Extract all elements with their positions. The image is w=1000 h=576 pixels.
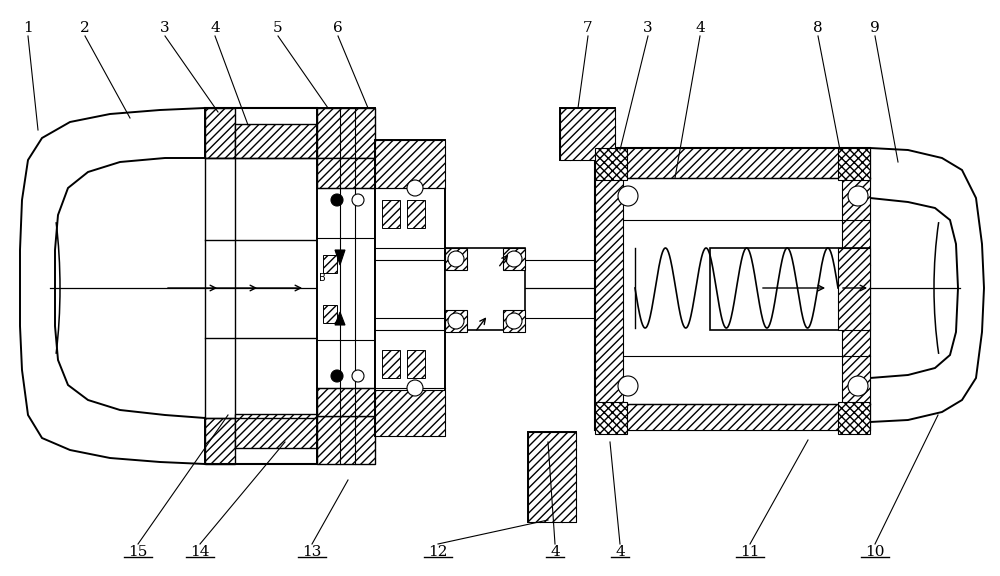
Circle shape bbox=[506, 251, 522, 267]
Bar bbox=[323, 305, 337, 323]
Bar bbox=[317, 108, 375, 464]
Bar bbox=[595, 148, 870, 430]
Text: 4: 4 bbox=[550, 545, 560, 559]
Circle shape bbox=[407, 380, 423, 396]
Bar bbox=[595, 178, 623, 404]
Text: B: B bbox=[319, 273, 325, 283]
Bar bbox=[595, 148, 870, 178]
Polygon shape bbox=[20, 108, 205, 464]
Circle shape bbox=[407, 180, 423, 196]
Text: 14: 14 bbox=[190, 545, 210, 559]
Circle shape bbox=[352, 370, 364, 382]
Bar bbox=[528, 432, 576, 522]
Bar bbox=[323, 255, 337, 273]
Text: 11: 11 bbox=[740, 545, 760, 559]
Bar bbox=[560, 108, 615, 160]
Bar bbox=[235, 414, 317, 448]
Text: 9: 9 bbox=[870, 21, 880, 35]
Text: 4: 4 bbox=[695, 21, 705, 35]
Text: 4: 4 bbox=[210, 21, 220, 35]
Text: 3: 3 bbox=[160, 21, 170, 35]
Bar bbox=[710, 248, 870, 330]
Text: 10: 10 bbox=[865, 545, 885, 559]
Bar bbox=[445, 248, 467, 270]
Bar bbox=[205, 108, 235, 158]
Bar bbox=[375, 140, 445, 188]
Bar bbox=[595, 404, 870, 430]
Circle shape bbox=[848, 186, 868, 206]
Bar bbox=[407, 200, 425, 228]
Bar bbox=[375, 390, 445, 436]
Circle shape bbox=[352, 194, 364, 206]
Bar bbox=[445, 310, 467, 332]
Bar bbox=[317, 108, 375, 158]
Text: 6: 6 bbox=[333, 21, 343, 35]
Bar bbox=[842, 178, 870, 404]
Bar bbox=[375, 140, 445, 436]
Polygon shape bbox=[335, 312, 345, 325]
Polygon shape bbox=[335, 250, 345, 265]
Bar bbox=[503, 248, 525, 270]
Bar bbox=[407, 350, 425, 378]
Polygon shape bbox=[870, 148, 984, 422]
Bar bbox=[317, 388, 375, 416]
Circle shape bbox=[448, 251, 464, 267]
Circle shape bbox=[848, 376, 868, 396]
Text: 13: 13 bbox=[302, 545, 322, 559]
Text: 7: 7 bbox=[583, 21, 593, 35]
Circle shape bbox=[506, 313, 522, 329]
Bar bbox=[838, 402, 870, 434]
Text: 3: 3 bbox=[643, 21, 653, 35]
Circle shape bbox=[448, 313, 464, 329]
Text: 2: 2 bbox=[80, 21, 90, 35]
Text: 1: 1 bbox=[23, 21, 33, 35]
Bar bbox=[317, 158, 375, 188]
Bar bbox=[595, 402, 627, 434]
Circle shape bbox=[331, 370, 343, 382]
Circle shape bbox=[331, 194, 343, 206]
Circle shape bbox=[618, 376, 638, 396]
Bar bbox=[838, 148, 870, 180]
Bar bbox=[838, 248, 870, 330]
Bar bbox=[205, 416, 235, 464]
Text: 4: 4 bbox=[615, 545, 625, 559]
Bar bbox=[235, 124, 317, 158]
Bar bbox=[560, 108, 615, 160]
Text: 12: 12 bbox=[428, 545, 448, 559]
Text: 15: 15 bbox=[128, 545, 148, 559]
Bar bbox=[317, 416, 375, 464]
Bar bbox=[503, 310, 525, 332]
Bar bbox=[595, 148, 627, 180]
Text: 8: 8 bbox=[813, 21, 823, 35]
Text: 5: 5 bbox=[273, 21, 283, 35]
Bar bbox=[382, 350, 400, 378]
Bar bbox=[205, 158, 235, 418]
Bar bbox=[528, 432, 576, 522]
Bar bbox=[445, 248, 525, 330]
Circle shape bbox=[618, 186, 638, 206]
Bar bbox=[382, 200, 400, 228]
